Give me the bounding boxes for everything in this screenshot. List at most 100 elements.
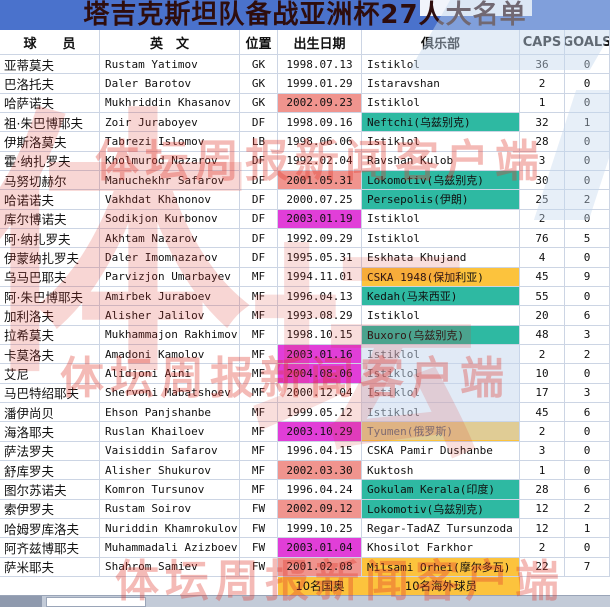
caps: 28 xyxy=(520,480,565,500)
player-name-en: Rustam Soirov xyxy=(100,499,240,519)
position: GK xyxy=(240,55,278,75)
table-row: 潘伊尚贝 Ehson Panjshanbe MF 1999.05.12 Isti… xyxy=(0,402,610,423)
goals: 0 xyxy=(565,422,610,442)
player-name-cn: 艾尼 xyxy=(0,364,100,384)
footer-olympic-label: 10名国奥 xyxy=(278,576,362,595)
footer-empty-3 xyxy=(240,577,278,595)
goals: 0 xyxy=(565,460,610,481)
position: FW xyxy=(240,538,278,558)
goals: 3 xyxy=(565,325,610,345)
player-name-cn: 库尔博诺夫 xyxy=(0,209,100,229)
position: MF xyxy=(240,364,278,384)
column-header-goals: GOALS xyxy=(565,30,610,55)
caps: 3 xyxy=(520,441,565,461)
goals: 0 xyxy=(565,364,610,384)
column-header-player: 球 员 xyxy=(0,30,100,55)
player-name-cn: 加利洛夫 xyxy=(0,306,100,326)
caps: 36 xyxy=(520,55,565,75)
birth-date: 1996.04.15 xyxy=(278,441,362,461)
caps: 45 xyxy=(520,402,565,423)
caps: 30 xyxy=(520,170,565,191)
position: DF xyxy=(240,151,278,171)
caps: 48 xyxy=(520,325,565,345)
position: FW xyxy=(240,499,278,519)
caps: 45 xyxy=(520,267,565,287)
club: Istiklol xyxy=(362,93,520,113)
player-name-en: Vakhdat Khanonov xyxy=(100,190,240,210)
footer-empty-5 xyxy=(565,577,610,595)
player-name-en: Ruslan Khailoev xyxy=(100,422,240,442)
birth-date: 1996.04.24 xyxy=(278,480,362,500)
goals: 2 xyxy=(565,499,610,519)
caps: 20 xyxy=(520,306,565,326)
table-row: 巴洛托夫 Daler Barotov GK 1999.01.29 Istarav… xyxy=(0,74,610,94)
goals: 1 xyxy=(565,112,610,133)
table-row: 马巴特绍耶夫 Shervoni Mabatshoev MF 2000.12.04… xyxy=(0,383,610,403)
table-body: 亚蒂莫夫 Rustam Yatimov GK 1998.07.13 Istikl… xyxy=(0,55,610,577)
horizontal-scrollbar[interactable] xyxy=(0,595,610,607)
club: Tyumen(俄罗斯) xyxy=(362,422,520,442)
birth-date: 1998.09.16 xyxy=(278,112,362,133)
player-name-en: Shahrom Samiev xyxy=(100,557,240,577)
birth-date: 1993.08.29 xyxy=(278,306,362,326)
player-name-cn: 索伊罗夫 xyxy=(0,499,100,519)
player-name-cn: 阿齐兹博耶夫 xyxy=(0,538,100,558)
scrollbar-thumb[interactable] xyxy=(46,597,146,607)
birth-date: 2000.07.25 xyxy=(278,190,362,210)
caps: 25 xyxy=(520,190,565,210)
caps: 2 xyxy=(520,538,565,558)
table-row: 乌马巴耶夫 Parvizjon Umarbayev MF 1994.11.01 … xyxy=(0,267,610,287)
table-header-row: 球 员 英 文 位置 出生日期 俱乐部 CAPS GOALS xyxy=(0,30,610,55)
birth-date: 2002.03.30 xyxy=(278,460,362,481)
player-name-en: Daler Barotov xyxy=(100,74,240,94)
column-header-caps: CAPS xyxy=(520,30,565,55)
column-header-position: 位置 xyxy=(240,30,278,55)
position: LB xyxy=(240,132,278,152)
caps: 2 xyxy=(520,344,565,365)
club: Istiklol xyxy=(362,132,520,152)
table-row: 祖·朱巴博耶夫 Zoir Juraboyev DF 1998.09.16 Nef… xyxy=(0,112,610,133)
position: MF xyxy=(240,344,278,365)
birth-date: 2003.10.29 xyxy=(278,422,362,442)
position: MF xyxy=(240,267,278,287)
caps: 2 xyxy=(520,74,565,94)
player-name-en: Manuchekhr Safarov xyxy=(100,170,240,191)
table-row: 哈姆罗库洛夫 Nuriddin Khamrokulov FW 1999.10.2… xyxy=(0,518,610,539)
table-row: 海洛耶夫 Ruslan Khailoev MF 2003.10.29 Tyume… xyxy=(0,422,610,442)
player-name-en: Alidjoni Aini xyxy=(100,364,240,384)
goals: 3 xyxy=(565,383,610,403)
position: MF xyxy=(240,480,278,500)
club: Istiklol xyxy=(362,344,520,365)
player-name-cn: 图尔苏诺夫 xyxy=(0,480,100,500)
position: DF xyxy=(240,228,278,249)
player-name-cn: 潘伊尚贝 xyxy=(0,402,100,423)
birth-date: 1998.06.06 xyxy=(278,132,362,152)
player-name-en: Parvizjon Umarbayev xyxy=(100,267,240,287)
birth-date: 2001.05.31 xyxy=(278,170,362,191)
position: FW xyxy=(240,518,278,539)
position: MF xyxy=(240,402,278,423)
table-row: 图尔苏诺夫 Komron Tursunov MF 1996.04.24 Goku… xyxy=(0,480,610,500)
table-row: 艾尼 Alidjoni Aini MF 2004.08.06 Istiklol … xyxy=(0,364,610,384)
caps: 4 xyxy=(520,248,565,268)
table-row: 霍·纳扎罗夫 Kholmurod Nazarov DF 1992.02.04 R… xyxy=(0,151,610,171)
goals: 0 xyxy=(565,55,610,75)
caps: 12 xyxy=(520,499,565,519)
column-header-english: 英 文 xyxy=(100,30,240,55)
table-row: 卡莫洛夫 Amadoni Kamolov MF 2003.01.16 Istik… xyxy=(0,344,610,365)
birth-date: 2003.01.04 xyxy=(278,538,362,558)
birth-date: 2002.09.23 xyxy=(278,93,362,113)
column-header-club: 俱乐部 xyxy=(362,30,520,55)
position: MF xyxy=(240,441,278,461)
caps: 76 xyxy=(520,228,565,249)
player-name-cn: 阿·纳扎罗夫 xyxy=(0,228,100,249)
player-name-cn: 舒库罗夫 xyxy=(0,460,100,481)
birth-date: 2003.01.16 xyxy=(278,344,362,365)
player-name-cn: 海洛耶夫 xyxy=(0,422,100,442)
goals: 6 xyxy=(565,480,610,500)
player-name-cn: 哈姆罗库洛夫 xyxy=(0,518,100,539)
club: Buxoro(乌兹别克) xyxy=(362,325,520,345)
birth-date: 1995.05.31 xyxy=(278,248,362,268)
player-name-en: Muhammadali Azizboev xyxy=(100,538,240,558)
caps: 2 xyxy=(520,422,565,442)
